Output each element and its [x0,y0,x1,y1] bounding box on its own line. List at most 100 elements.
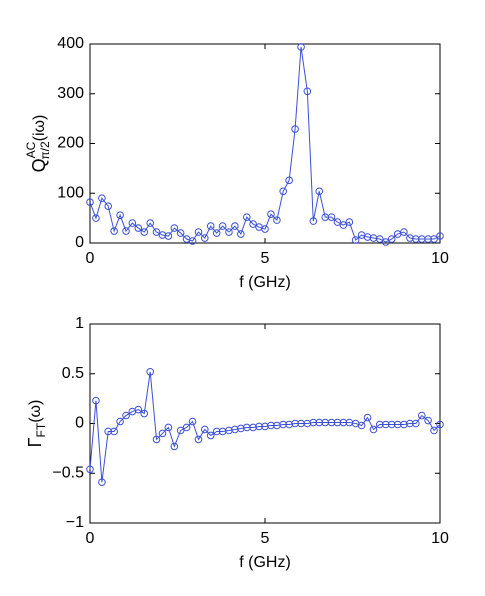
data-point [237,230,245,238]
data-point [231,425,239,434]
data-point [363,413,372,422]
data-point [231,222,239,230]
data-point [430,426,438,435]
data-point [261,422,269,431]
data-point [164,232,173,240]
data-point [122,227,130,235]
data-point [158,231,167,239]
data-point [376,420,384,429]
data-point [164,423,173,432]
y-label-sub: FT [34,422,48,437]
y-tick-label: 0 [75,234,84,251]
data-point [158,429,167,438]
data-point [249,220,257,228]
y-tick-label: 0 [75,415,84,432]
data-point [418,411,426,420]
y-tick-label: 0.5 [62,365,84,382]
data-point [122,411,130,420]
data-point [134,224,143,232]
data-point [400,420,408,429]
data-point [152,435,161,444]
data-point [303,419,312,428]
data-point [333,218,342,226]
data-point [249,423,257,432]
data-point [128,219,137,227]
data-point [436,420,444,429]
x-tick-label: 0 [86,530,95,547]
data-point [104,427,112,436]
data-point [86,465,94,474]
y-label-rest: (ω) [27,400,44,423]
data-point [430,235,438,243]
data-point [363,233,372,241]
data-point [381,420,390,429]
data-point [140,228,149,236]
data-line [89,371,441,483]
data-point [243,213,251,221]
y-tick-label: 400 [57,35,84,52]
data-point [406,234,414,242]
data-point [116,211,124,219]
y-axis-label: ΓFT(ω) [25,400,48,448]
data-point [92,214,100,222]
data-point [273,216,281,224]
y-label-sup: AC [24,141,38,158]
y-axis-label: QACπ/2(iω) [24,115,52,173]
data-point [170,442,179,451]
x-axis-label: f (GHz) [239,274,291,291]
data-point [212,229,221,237]
data-point [339,418,348,427]
y-label-base: Q [29,158,49,172]
y-tick-label: 100 [57,184,84,201]
data-point [309,418,318,427]
y-label-sub: π/2 [38,141,52,160]
data-point [315,187,324,196]
data-point [116,417,124,426]
data-point [201,234,209,242]
data-point [255,422,263,431]
data-line [89,46,441,243]
data-point [98,478,106,487]
x-tick-label: 0 [86,250,95,267]
data-point [412,419,420,428]
data-point [218,222,227,230]
y-tick-label: −0.5 [52,464,84,481]
data-point [152,228,161,236]
data-point [194,435,203,444]
data-point [387,420,396,429]
data-point [436,232,444,240]
data-point [297,43,305,51]
data-point [424,235,432,243]
data-point [86,198,94,207]
data-point [206,222,215,230]
y-tick-label: −1 [66,514,84,531]
y-tick-label: 300 [57,85,84,102]
data-point [92,396,100,405]
data-point [110,427,118,436]
data-point [267,210,275,218]
axes-box [89,43,441,244]
x-axis-label: f (GHz) [239,554,291,571]
data-point [339,221,348,229]
data-point [327,213,336,221]
data-point [194,228,203,236]
data-point [261,225,269,233]
data-point [182,423,191,432]
data-point [279,420,288,429]
data-point [212,427,221,436]
data-point [134,405,143,414]
data-point [424,416,432,425]
data-point [406,419,414,428]
data-point [146,219,154,227]
data-point [110,227,118,235]
data-point [225,228,233,236]
x-tick-label: 10 [431,250,449,267]
data-point [309,217,318,225]
data-point [279,187,288,196]
data-point [98,194,106,203]
y-tick-label: 1 [75,315,84,332]
data-point [237,424,245,433]
y-tick-label: 200 [57,135,84,152]
